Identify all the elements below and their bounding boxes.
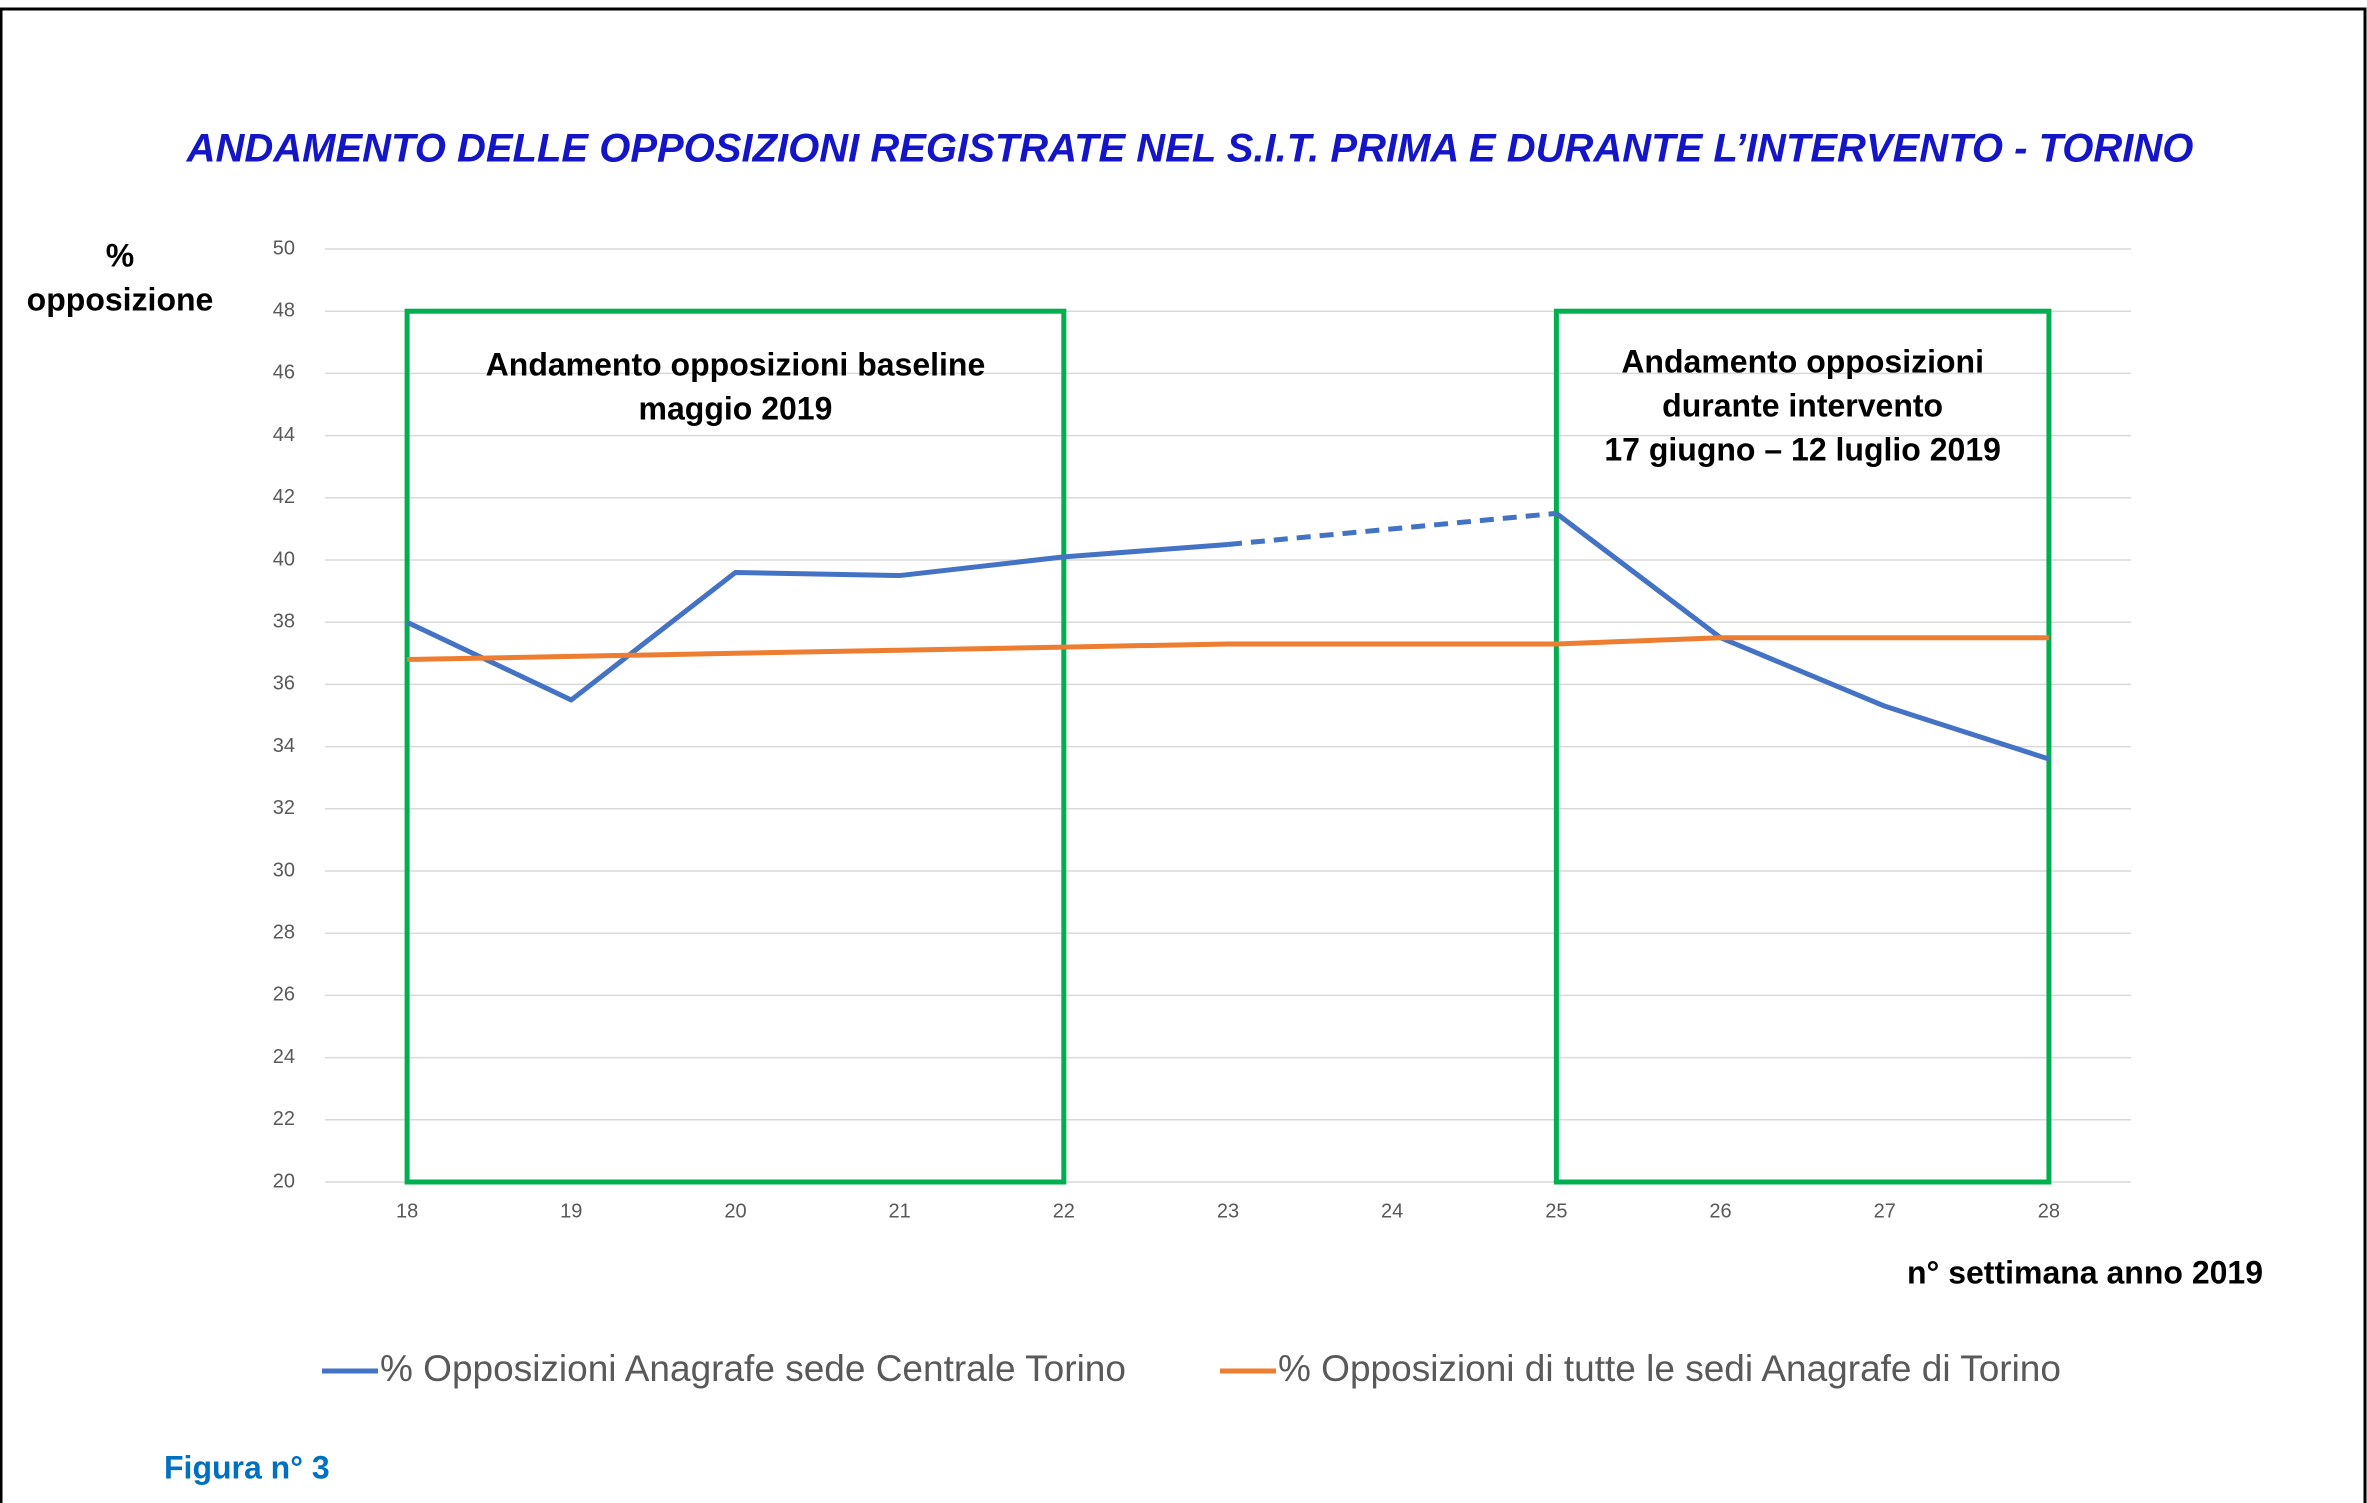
y-tick-label: 36 — [273, 673, 295, 695]
y-tick-label: 38 — [273, 610, 295, 632]
x-tick-label: 24 — [1381, 1200, 1403, 1222]
x-tick-label: 19 — [560, 1200, 582, 1222]
annotation-text: Andamento opposizioni baseline — [486, 346, 986, 382]
legend-label: % Opposizioni di tutte le sedi Anagrafe … — [1278, 1348, 2061, 1389]
y-tick-label: 32 — [273, 797, 295, 819]
y-axis-label: opposizione — [27, 281, 214, 317]
x-tick-label: 28 — [2038, 1200, 2060, 1222]
frame — [0, 7, 2367, 1503]
x-tick-label: 27 — [1874, 1200, 1896, 1222]
x-tick-label: 21 — [889, 1200, 911, 1222]
y-tick-label: 46 — [273, 362, 295, 384]
x-tick-label: 25 — [1545, 1200, 1567, 1222]
gap-bridge — [1227, 510, 1557, 547]
y-tick-label: 40 — [273, 548, 295, 570]
series-line — [407, 635, 2049, 663]
annotation-text: Andamento opposizioni — [1621, 343, 1984, 379]
x-axis-label: n° settimana anno 2019 — [1907, 1254, 2263, 1290]
series-line — [406, 541, 1229, 703]
y-tick-label: 24 — [273, 1046, 295, 1068]
annotation-text: 17 giugno – 12 luglio 2019 — [1604, 431, 2001, 467]
annotation-box — [404, 308, 1067, 1185]
annotation-text: durante intervento — [1662, 387, 1943, 423]
figure-label: Figura n° 3 — [164, 1449, 330, 1485]
x-tick-label: 20 — [724, 1200, 746, 1222]
y-tick-label: 48 — [273, 299, 295, 321]
annotation-box — [1553, 308, 2052, 1185]
y-tick-label: 44 — [273, 424, 295, 446]
y-tick-label: 28 — [273, 921, 295, 943]
y-tick-label: 22 — [273, 1108, 295, 1130]
y-axis-label: % — [106, 237, 134, 273]
x-tick-label: 18 — [396, 1200, 418, 1222]
y-tick-label: 26 — [273, 984, 295, 1006]
y-tick-label: 34 — [273, 735, 295, 757]
annotation-text: maggio 2019 — [639, 390, 833, 426]
legend-label: % Opposizioni Anagrafe sede Centrale Tor… — [380, 1348, 1126, 1389]
y-tick-label: 20 — [273, 1170, 295, 1192]
y-tick-label: 42 — [273, 486, 295, 508]
x-tick-label: 22 — [1053, 1200, 1075, 1222]
series-line — [1554, 511, 2050, 762]
y-tick-label: 30 — [273, 859, 295, 881]
x-tick-label: 26 — [1709, 1200, 1731, 1222]
x-tick-label: 23 — [1217, 1200, 1239, 1222]
chart-title: ANDAMENTO DELLE OPPOSIZIONI REGISTRATE N… — [186, 127, 2194, 171]
y-tick-label: 50 — [273, 237, 295, 259]
